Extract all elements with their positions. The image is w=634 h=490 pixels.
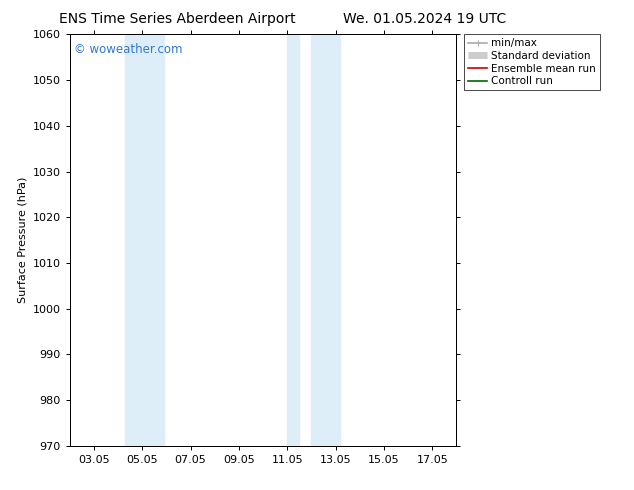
Text: ENS Time Series Aberdeen Airport: ENS Time Series Aberdeen Airport xyxy=(59,12,296,26)
Text: We. 01.05.2024 19 UTC: We. 01.05.2024 19 UTC xyxy=(343,12,507,26)
Bar xyxy=(311,34,340,446)
Legend: min/max, Standard deviation, Ensemble mean run, Controll run: min/max, Standard deviation, Ensemble me… xyxy=(464,34,600,91)
Text: © woweather.com: © woweather.com xyxy=(74,43,182,55)
Bar xyxy=(126,34,140,446)
Y-axis label: Surface Pressure (hPa): Surface Pressure (hPa) xyxy=(17,177,27,303)
Bar xyxy=(140,34,164,446)
Bar xyxy=(287,34,299,446)
